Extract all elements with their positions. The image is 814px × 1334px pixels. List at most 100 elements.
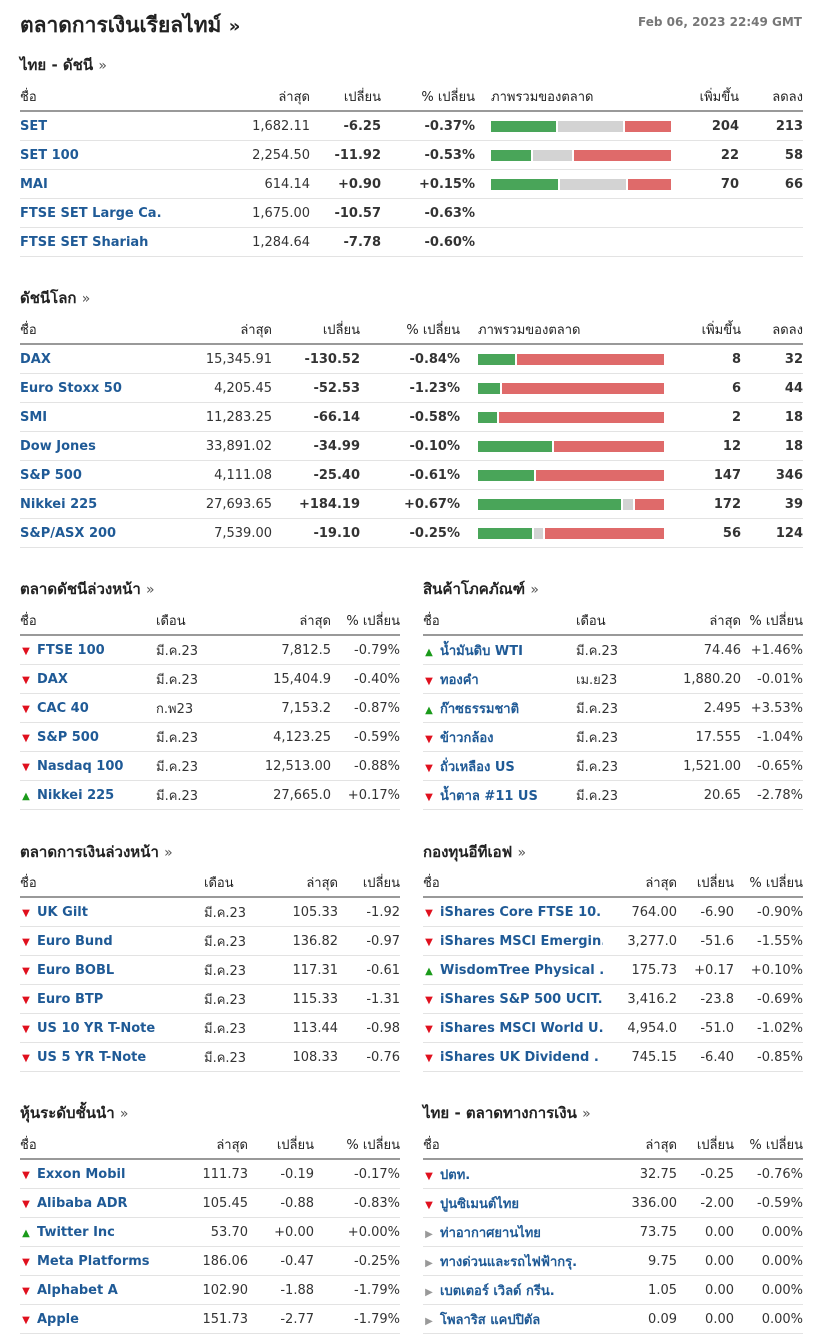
instrument-name[interactable]: DAX — [37, 671, 68, 687]
instrument-name[interactable]: เบตเตอร์ เวิลด์ กรีน. — [440, 1283, 555, 1299]
instrument-name-link[interactable]: ▼ Nasdaq 100 — [20, 751, 156, 781]
instrument-name-link[interactable]: ▲ Nikkei 225 — [20, 780, 156, 810]
col-name[interactable]: ชื่อ — [423, 606, 576, 636]
instrument-name-link[interactable]: ▼ S&P 500 — [20, 722, 156, 752]
col-dec[interactable]: ลดลง — [741, 315, 803, 345]
col-chg[interactable]: เปลี่ยน — [272, 315, 360, 345]
instrument-name[interactable]: ก๊าซธรรมชาติ — [440, 701, 520, 717]
etfs-title[interactable]: กองทุนอีทีเอฟ » — [423, 843, 527, 861]
instrument-name-link[interactable]: ▶ โพลาริส แคปปิตัล — [423, 1304, 603, 1334]
instrument-name-link[interactable]: ▼ FTSE 100 — [20, 635, 156, 665]
instrument-name[interactable]: US 10 YR T-Note — [37, 1020, 156, 1036]
instrument-name-link[interactable]: ▼ น้ำตาล #11 US — [423, 780, 576, 810]
instrument-name[interactable]: S&P 500 — [37, 729, 99, 745]
instrument-name-link[interactable]: ▼ Alphabet A — [20, 1275, 184, 1305]
col-last[interactable]: ล่าสุด — [192, 315, 272, 345]
index-name-link[interactable]: SMI — [20, 402, 192, 432]
instrument-name[interactable]: ทองคำ — [440, 672, 479, 688]
instrument-name-link[interactable]: ▶ เบตเตอร์ เวิลด์ กรีน. — [423, 1275, 603, 1305]
commodities-title[interactable]: สินค้าโภคภัณฑ์ » — [423, 580, 539, 598]
instrument-name-link[interactable]: ▼ Alibaba ADR — [20, 1188, 184, 1218]
col-pct[interactable]: % เปลี่ยน — [331, 606, 400, 636]
thai-indices-title[interactable]: ไทย - ดัชนี » — [20, 56, 107, 74]
instrument-name-link[interactable]: ▲ ก๊าซธรรมชาติ — [423, 693, 576, 723]
col-chg[interactable]: เปลี่ยน — [338, 868, 400, 898]
instrument-name-link[interactable]: ▼ Meta Platforms — [20, 1246, 184, 1276]
instrument-name-link[interactable]: ▶ ทางด่วนและรถไฟฟ้ากรุ. — [423, 1246, 603, 1276]
index-name-link[interactable]: FTSE SET Shariah — [20, 227, 232, 257]
col-pct[interactable]: % เปลี่ยน — [360, 315, 460, 345]
instrument-name-link[interactable]: ▼ iShares UK Dividend . — [423, 1042, 603, 1072]
col-last[interactable]: ล่าสุด — [603, 1130, 677, 1160]
world-indices-title[interactable]: ดัชนีโลก » — [20, 289, 91, 307]
col-pct[interactable]: % เปลี่ยน — [741, 606, 803, 636]
instrument-name[interactable]: iShares MSCI World U. — [440, 1020, 603, 1036]
instrument-name[interactable]: ท่าอากาศยานไทย — [440, 1225, 541, 1241]
instrument-name[interactable]: WisdomTree Physical . — [440, 962, 603, 978]
index-name-link[interactable]: SET 100 — [20, 140, 232, 170]
instrument-name-link[interactable]: ▼ iShares MSCI Emergin. — [423, 926, 603, 956]
instrument-name-link[interactable]: ▲ Twitter Inc — [20, 1217, 184, 1247]
instrument-name[interactable]: ข้าวกล้อง — [440, 730, 494, 746]
instrument-name-link[interactable]: ▼ Euro BTP — [20, 984, 204, 1014]
instrument-name-link[interactable]: ▼ ปตท. — [423, 1159, 603, 1189]
col-name[interactable]: ชื่อ — [20, 1130, 184, 1160]
index-futures-title[interactable]: ตลาดดัชนีล่วงหน้า » — [20, 580, 155, 598]
col-last[interactable]: ล่าสุด — [603, 868, 677, 898]
col-month[interactable]: เดือน — [576, 606, 650, 636]
instrument-name-link[interactable]: ▼ UK Gilt — [20, 897, 204, 927]
col-last[interactable]: ล่าสุด — [234, 606, 331, 636]
col-chg[interactable]: เปลี่ยน — [677, 1130, 734, 1160]
col-name[interactable]: ชื่อ — [423, 1130, 603, 1160]
col-name[interactable]: ชื่อ — [20, 868, 204, 898]
page-title[interactable]: ตลาดการเงินเรียลไทม์ » — [20, 13, 241, 37]
instrument-name[interactable]: น้ำตาล #11 US — [440, 788, 538, 804]
instrument-name[interactable]: Alibaba ADR — [37, 1195, 128, 1211]
index-name-link[interactable]: SET — [20, 111, 232, 141]
instrument-name[interactable]: ทางด่วนและรถไฟฟ้ากรุ. — [440, 1254, 578, 1270]
index-name-link[interactable]: DAX — [20, 344, 192, 374]
col-chg[interactable]: เปลี่ยน — [310, 82, 381, 112]
col-name[interactable]: ชื่อ — [20, 82, 232, 112]
instrument-name-link[interactable]: ▼ iShares S&P 500 UCIT. — [423, 984, 603, 1014]
instrument-name[interactable]: Nikkei 225 — [37, 787, 115, 803]
col-dec[interactable]: ลดลง — [739, 82, 803, 112]
instrument-name[interactable]: Meta Platforms — [37, 1253, 150, 1269]
col-chg[interactable]: เปลี่ยน — [248, 1130, 314, 1160]
col-month[interactable]: เดือน — [156, 606, 234, 636]
instrument-name[interactable]: Alphabet A — [37, 1282, 118, 1298]
instrument-name[interactable]: iShares UK Dividend . — [440, 1049, 599, 1065]
instrument-name[interactable]: Apple — [37, 1311, 79, 1327]
instrument-name-link[interactable]: ▲ น้ำมันดิบ WTI — [423, 635, 576, 665]
col-name[interactable]: ชื่อ — [20, 606, 156, 636]
col-pct[interactable]: % เปลี่ยน — [381, 82, 475, 112]
index-name-link[interactable]: MAI — [20, 169, 232, 199]
index-name-link[interactable]: Nikkei 225 — [20, 489, 192, 519]
instrument-name[interactable]: ถั่วเหลือง US — [440, 759, 515, 775]
col-pct[interactable]: % เปลี่ยน — [734, 868, 803, 898]
col-last[interactable]: ล่าสุด — [184, 1130, 248, 1160]
col-last[interactable]: ล่าสุด — [276, 868, 338, 898]
instrument-name[interactable]: CAC 40 — [37, 700, 89, 716]
instrument-name-link[interactable]: ▼ ปูนซิเมนต์ไทย — [423, 1188, 603, 1218]
instrument-name[interactable]: Euro BTP — [37, 991, 104, 1007]
instrument-name-link[interactable]: ▼ ถั่วเหลือง US — [423, 751, 576, 781]
instrument-name-link[interactable]: ▶ ท่าอากาศยานไทย — [423, 1217, 603, 1247]
instrument-name-link[interactable]: ▼ Euro Bund — [20, 926, 204, 956]
col-pct[interactable]: % เปลี่ยน — [734, 1130, 803, 1160]
instrument-name-link[interactable]: ▼ iShares MSCI World U. — [423, 1013, 603, 1043]
col-last[interactable]: ล่าสุด — [650, 606, 741, 636]
instrument-name-link[interactable]: ▼ CAC 40 — [20, 693, 156, 723]
instrument-name[interactable]: Euro BOBL — [37, 962, 115, 978]
instrument-name[interactable]: ปตท. — [440, 1167, 471, 1183]
index-name-link[interactable]: S&P/ASX 200 — [20, 518, 192, 548]
instrument-name[interactable]: Exxon Mobil — [37, 1166, 126, 1182]
col-month[interactable]: เดือน — [204, 868, 276, 898]
instrument-name[interactable]: Euro Bund — [37, 933, 113, 949]
instrument-name[interactable]: UK Gilt — [37, 904, 88, 920]
instrument-name-link[interactable]: ▼ ทองคำ — [423, 664, 576, 694]
col-last[interactable]: ล่าสุด — [232, 82, 310, 112]
instrument-name-link[interactable]: ▼ US 10 YR T-Note — [20, 1013, 204, 1043]
col-name[interactable]: ชื่อ — [20, 315, 192, 345]
leading-stocks-title[interactable]: หุ้นระดับชั้นนำ » — [20, 1104, 129, 1122]
